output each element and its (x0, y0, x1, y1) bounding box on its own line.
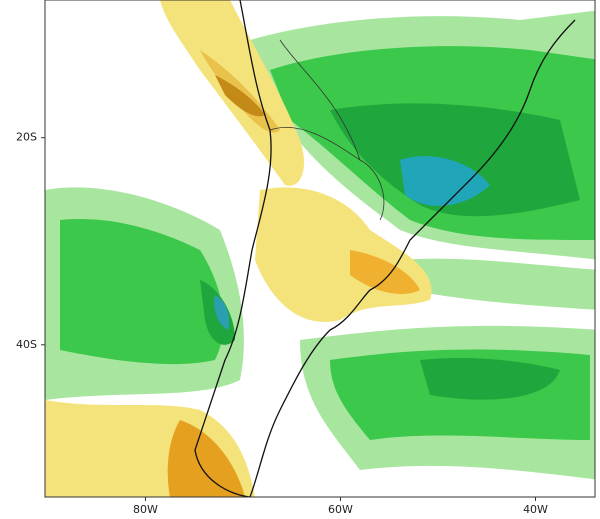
x-tick-label: 60W (328, 503, 353, 516)
y-tick-label: 40S (16, 338, 37, 351)
y-tick-label: 20S (16, 131, 37, 144)
x-tick-label: 80W (133, 503, 158, 516)
plot-frame (44, 0, 596, 498)
x-tick-label: 40W (523, 503, 548, 516)
anomaly-field (45, 0, 595, 497)
